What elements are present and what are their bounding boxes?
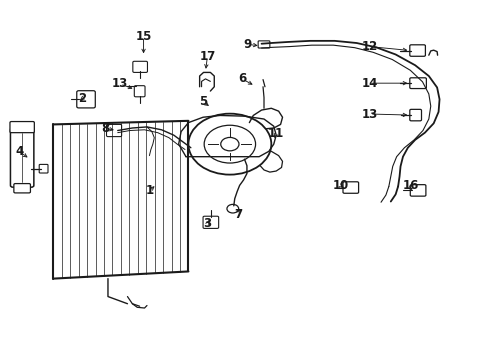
FancyBboxPatch shape xyxy=(258,41,269,48)
FancyBboxPatch shape xyxy=(39,165,48,173)
Text: 5: 5 xyxy=(199,95,207,108)
Text: 6: 6 xyxy=(238,72,245,85)
Text: 7: 7 xyxy=(234,208,242,221)
FancyBboxPatch shape xyxy=(409,109,421,121)
Text: 14: 14 xyxy=(361,77,377,90)
FancyBboxPatch shape xyxy=(14,184,30,193)
Text: 1: 1 xyxy=(145,184,153,197)
FancyBboxPatch shape xyxy=(409,185,425,196)
FancyBboxPatch shape xyxy=(203,216,218,228)
Text: 13: 13 xyxy=(112,77,128,90)
Text: 4: 4 xyxy=(15,145,23,158)
FancyBboxPatch shape xyxy=(77,91,95,108)
Text: 8: 8 xyxy=(101,122,109,135)
Text: 9: 9 xyxy=(244,38,251,51)
Text: 2: 2 xyxy=(79,92,86,105)
FancyBboxPatch shape xyxy=(409,78,426,89)
FancyBboxPatch shape xyxy=(133,61,147,72)
Text: 12: 12 xyxy=(361,40,377,53)
Text: 3: 3 xyxy=(203,217,211,230)
Text: 16: 16 xyxy=(402,179,419,192)
Text: 10: 10 xyxy=(332,179,348,192)
Text: 13: 13 xyxy=(361,108,377,121)
FancyBboxPatch shape xyxy=(10,128,34,187)
Text: 11: 11 xyxy=(267,127,284,140)
Text: 17: 17 xyxy=(199,50,215,63)
Text: 15: 15 xyxy=(135,30,151,43)
FancyBboxPatch shape xyxy=(106,125,122,136)
FancyBboxPatch shape xyxy=(10,122,34,133)
FancyBboxPatch shape xyxy=(342,182,358,193)
FancyBboxPatch shape xyxy=(409,45,425,56)
FancyBboxPatch shape xyxy=(134,86,145,97)
